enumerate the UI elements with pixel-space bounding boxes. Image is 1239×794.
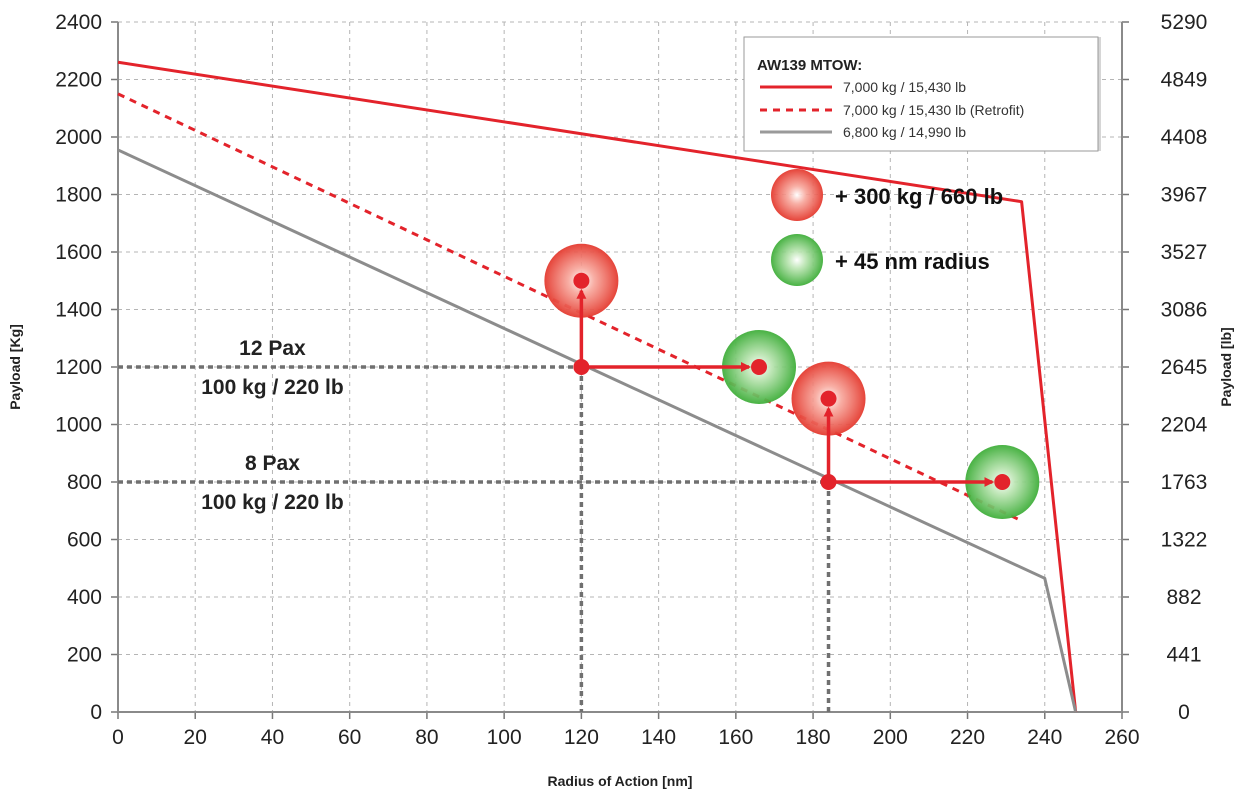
x-tick-label: 220 (950, 726, 985, 749)
reference-sublabel: 100 kg / 220 lb (201, 376, 343, 399)
labels: 12 Pax 100 kg / 220 lb 8 Pax 100 kg / 220 l… (201, 337, 343, 514)
y-tick-label-right: 3967 (1161, 184, 1208, 207)
x-tick-label: 60 (338, 726, 361, 749)
y-tick-label-right: 4849 (1161, 69, 1208, 92)
y-tick-label-left: 600 (67, 529, 102, 552)
y-tick-label-left: 1600 (55, 241, 102, 264)
target-dot (573, 272, 590, 289)
target-dot (751, 359, 768, 375)
y-tick-label-left: 1200 (55, 356, 102, 379)
y-axis-label-right: Payload [lb] (1218, 327, 1234, 406)
y-tick-label-right: 4408 (1161, 126, 1208, 149)
legend: AW139 MTOW: 7,000 kg / 15,430 lb 7,000 k… (743, 36, 1101, 152)
y-tick-label-left: 0 (90, 701, 102, 724)
x-tick-label: 160 (718, 726, 753, 749)
y-tick-label-right: 2645 (1161, 356, 1208, 379)
annotation-green-circle (771, 234, 823, 286)
y-tick-label-left: 1000 (55, 414, 102, 437)
reference-label: 8 Pax (245, 452, 300, 475)
y-axis-label-left: Payload [Kg] (7, 324, 23, 410)
y-tick-label-right: 2204 (1161, 414, 1208, 437)
y-tick-label-right: 3527 (1161, 241, 1208, 264)
origin-dot (573, 359, 590, 375)
legend-entry-3: 6,800 kg / 14,990 lb (843, 124, 966, 140)
y-tick-label-left: 800 (67, 471, 102, 494)
x-tick-label: 140 (641, 726, 676, 749)
x-tick-label: 80 (415, 726, 438, 749)
arrows (573, 272, 1011, 490)
annotation-red-circle (771, 169, 823, 221)
x-tick-label: 260 (1104, 726, 1139, 749)
annotation-green-text: + 45 nm radius (835, 249, 990, 274)
y-tick-label-left: 2200 (55, 69, 102, 92)
reference-lines (118, 365, 831, 712)
y-tick-label-right: 1322 (1161, 529, 1208, 552)
series-line (117, 148, 1078, 713)
x-tick-label: 240 (1027, 726, 1062, 749)
y-tick-label-left: 1800 (55, 184, 102, 207)
y-tick-label-left: 2400 (55, 11, 102, 34)
x-tick-label: 180 (796, 726, 831, 749)
origin-dot (820, 474, 837, 490)
y-tick-label-right: 3086 (1161, 299, 1208, 322)
y-tick-label-right: 882 (1166, 586, 1201, 609)
y-tick-label-left: 200 (67, 644, 102, 667)
y-tick-label-right: 1763 (1161, 471, 1208, 494)
x-tick-label: 120 (564, 726, 599, 749)
series-line (117, 60, 1078, 713)
y-tick-label-left: 2000 (55, 126, 102, 149)
target-dot (994, 474, 1011, 490)
y-tick-label-right: 441 (1166, 644, 1201, 667)
legend-entry-1: 7,000 kg / 15,430 lb (843, 79, 966, 95)
y-tick-label-left: 400 (67, 586, 102, 609)
y-tick-label-right: 0 (1178, 701, 1190, 724)
annotation-key: + 300 kg / 660 lb + 45 nm radius (771, 169, 1003, 286)
y-tick-label-right: 5290 (1161, 11, 1208, 34)
legend-entry-2: 7,000 kg / 15,430 lb (Retrofit) (843, 102, 1024, 118)
x-tick-label: 40 (261, 726, 284, 749)
reference-sublabel: 100 kg / 220 lb (201, 491, 343, 514)
annotation-red-text: + 300 kg / 660 lb (835, 184, 1003, 209)
reference-label: 12 Pax (239, 337, 306, 360)
target-dot (820, 390, 837, 407)
x-tick-label: 200 (873, 726, 908, 749)
x-tick-label: 20 (184, 726, 207, 749)
x-tick-label: 0 (112, 726, 124, 749)
x-axis-label: Radius of Action [nm] (548, 773, 693, 789)
x-tick-label: 100 (487, 726, 522, 749)
y-tick-label-left: 1400 (55, 299, 102, 322)
legend-title: AW139 MTOW: (757, 57, 862, 74)
